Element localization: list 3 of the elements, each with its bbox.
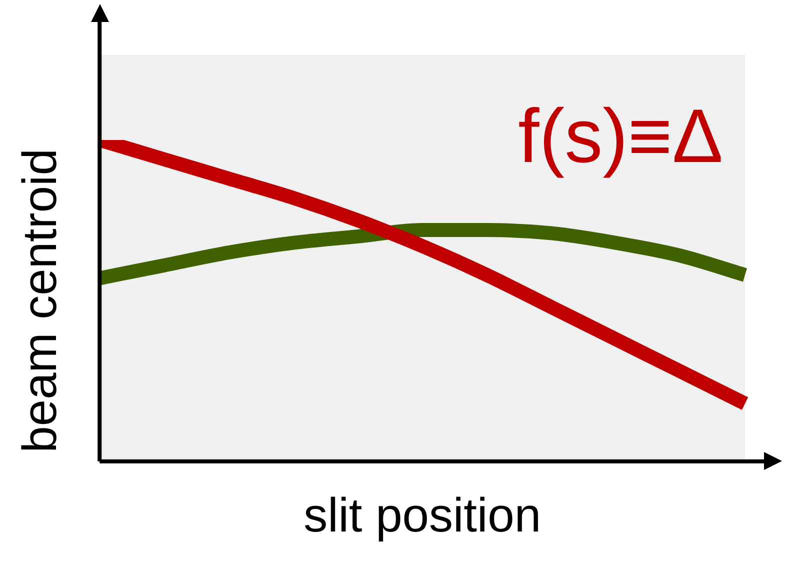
y-axis-title: beam centroid <box>14 148 68 453</box>
annotation: f(s)≡Δ <box>518 94 723 179</box>
x-axis-title: slit position <box>304 489 542 542</box>
